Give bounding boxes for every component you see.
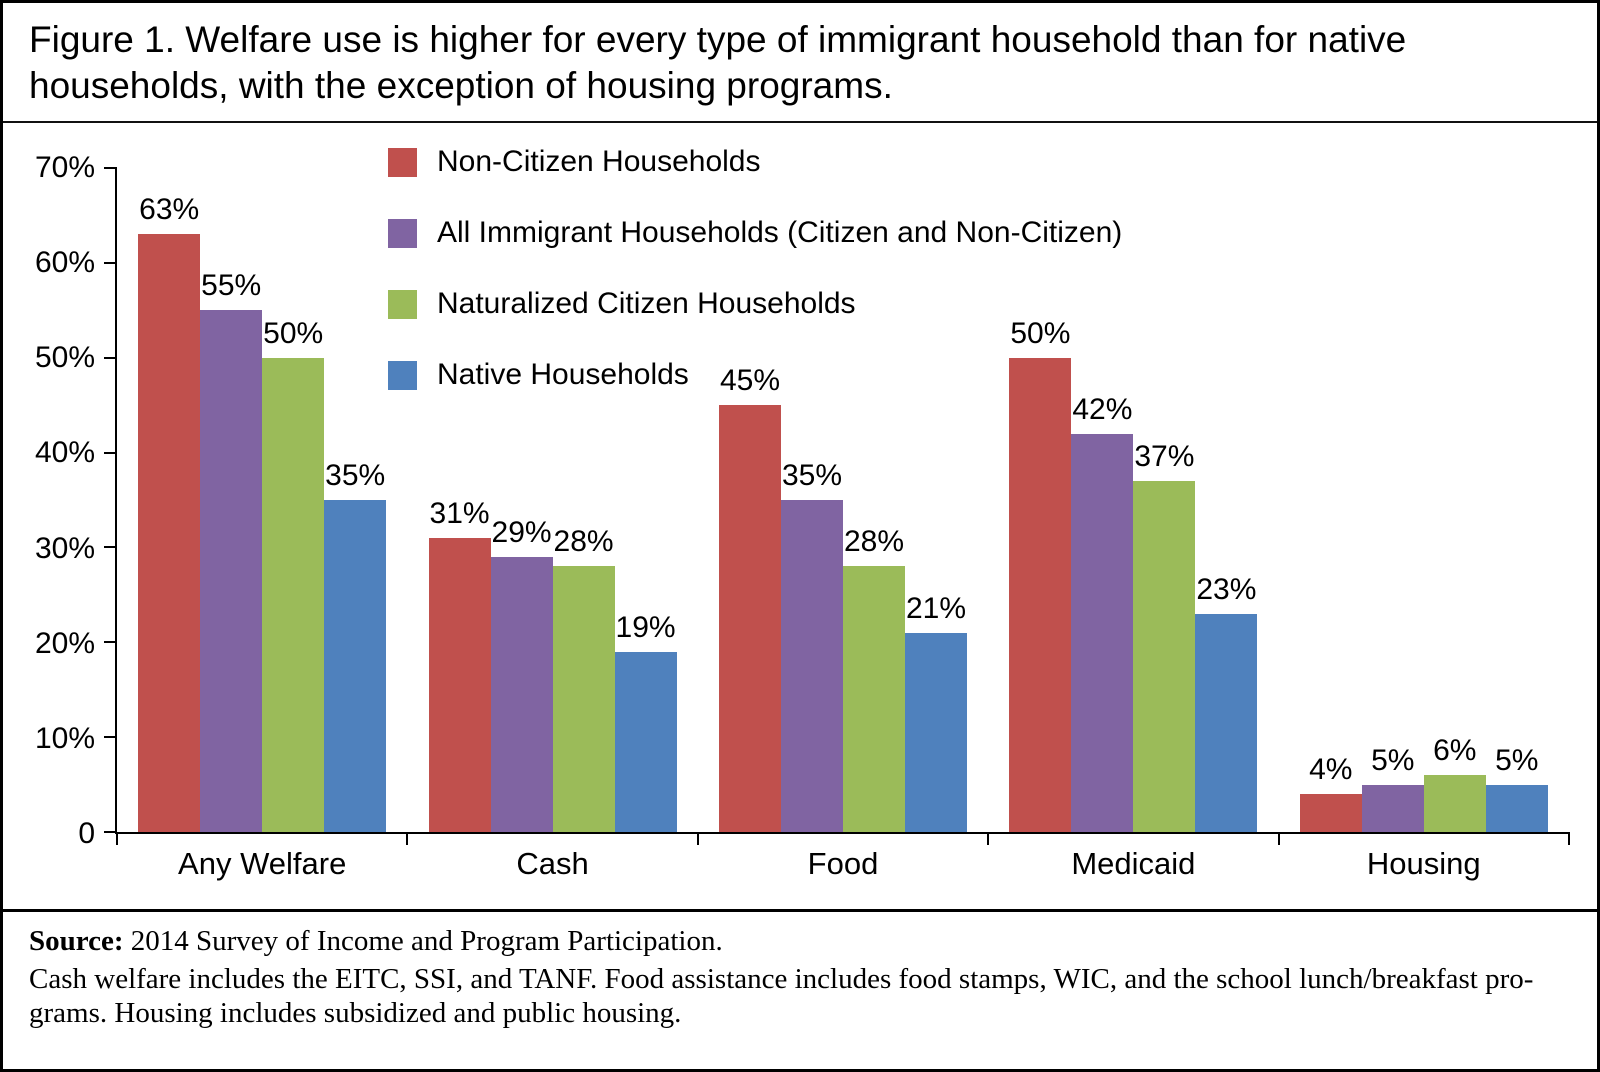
legend-item: Naturalized Citizen Households [388, 287, 1122, 321]
bar: 28% [842, 525, 905, 832]
y-tick-mark [104, 167, 117, 169]
bar: 55% [200, 269, 263, 832]
bar: 28% [552, 525, 615, 832]
note-line-2: grams. Housing includes subsidized and p… [29, 997, 682, 1030]
bar-value-label: 35% [325, 459, 386, 492]
bar-value-label: 42% [1072, 392, 1133, 426]
bar: 37% [1133, 440, 1196, 832]
bar-value-label: 63% [139, 193, 200, 227]
x-category-label: Any Welfare [178, 846, 347, 881]
bar: 5% [1361, 744, 1424, 832]
y-axis: 0 10% 20% 30% 40% 50% 60% 70% [3, 151, 103, 850]
bar-value-label: 50% [1010, 316, 1071, 350]
legend: Non-Citizen Households All Immigrant Hous… [388, 145, 1122, 429]
bar-group-cash: 31% 29% 28% 19% [407, 168, 697, 832]
legend-label: All Immigrant Households (Citizen and No… [437, 216, 1123, 249]
y-tick-label: 70% [34, 151, 95, 184]
y-tick-mark [104, 356, 117, 359]
x-tick-mark [116, 832, 118, 845]
bar-value-label: 28% [843, 525, 905, 559]
x-tick-mark [1568, 832, 1570, 845]
bar-value-label: 35% [781, 459, 843, 492]
bar: 35% [780, 459, 843, 832]
bar: 6% [1423, 734, 1486, 832]
legend-item: Native Households [388, 358, 1122, 392]
x-category-label: Cash [516, 846, 589, 881]
bar: 35% [324, 459, 387, 832]
bar-group-any-welfare: 63% 55% 50% 35% [117, 168, 407, 832]
x-tick-mark [987, 832, 990, 845]
bar-value-label: 6% [1433, 734, 1477, 768]
bar-group-food: 45% 35% 28% 21% [698, 168, 988, 832]
bar-value-label: 37% [1134, 440, 1195, 474]
y-tick-label: 60% [34, 246, 95, 280]
bar-value-label: 29% [491, 515, 552, 549]
y-tick-mark [104, 261, 117, 264]
y-tick-label: 20% [34, 626, 95, 660]
legend-label: Native Households [437, 358, 689, 391]
x-category-label: Medicaid [1071, 846, 1196, 881]
x-tick-mark [696, 832, 699, 845]
bar: 4% [1299, 753, 1362, 832]
bar: 45% [718, 364, 781, 832]
y-tick-mark [104, 546, 117, 549]
bar: 63% [138, 193, 201, 832]
bar-value-label: 5% [1371, 743, 1415, 777]
bar: 31% [428, 497, 491, 832]
bar: 50% [262, 317, 325, 832]
bar-value-label: 23% [1196, 572, 1257, 606]
y-tick-mark [104, 641, 117, 644]
y-tick-label: 30% [34, 531, 95, 565]
bar-group-medicaid: 50% 42% 37% 23% [988, 168, 1278, 832]
bar-group-housing: 4% 5% 6% 5% [1279, 168, 1569, 832]
bar: 19% [614, 611, 677, 832]
bar-value-label: 28% [553, 525, 614, 559]
chart-region: 0 10% 20% 30% 40% 50% 60% 70% 63% 55% 50% 35% Any W… [3, 123, 1597, 909]
note-line-1: Cash welfare includes the EITC, SSI, and… [29, 963, 1534, 996]
bar-value-label: 50% [263, 316, 324, 350]
x-category-label: Food [807, 846, 879, 881]
x-category-label: Housing [1366, 846, 1481, 881]
source-label: Source: [29, 925, 124, 957]
x-tick-mark [1277, 832, 1280, 845]
legend-swatch [388, 360, 417, 390]
bar-value-label: 5% [1495, 743, 1539, 777]
bar: 42% [1071, 393, 1134, 832]
legend-label: Naturalized Citizen Households [437, 287, 856, 320]
y-tick-mark [104, 831, 117, 833]
y-tick-label: 50% [34, 341, 95, 375]
legend-item: Non-Citizen Households [388, 145, 1122, 179]
bar-value-label: 19% [615, 610, 676, 644]
bar-value-label: 4% [1309, 753, 1353, 787]
legend-item: All Immigrant Households (Citizen and No… [388, 216, 1122, 250]
bar-value-label: 31% [429, 496, 490, 530]
y-tick-label: 0 [78, 817, 95, 850]
footer-notes: Source: 2014 Survey of Income and Progra… [3, 909, 1597, 1041]
bar: 23% [1195, 573, 1258, 832]
y-tick-label: 10% [34, 721, 95, 755]
source-text: 2014 Survey of Income and Program Partic… [123, 925, 723, 957]
bar: 29% [490, 516, 553, 832]
y-tick-mark [104, 451, 117, 454]
bar-value-label: 21% [905, 591, 967, 625]
x-tick-mark [406, 832, 409, 845]
bar: 50% [1009, 317, 1072, 832]
plot-area: 63% 55% 50% 35% Any Welfare 31% 29% 28% 19% Cash 4… [104, 167, 1570, 881]
legend-label: Non-Citizen Households [437, 145, 761, 178]
figure-title: Figure 1. Welfare use is higher for ever… [3, 3, 1597, 123]
y-tick-mark [104, 736, 117, 739]
bar: 21% [904, 592, 967, 832]
y-tick-label: 40% [34, 436, 95, 470]
legend-swatch [388, 289, 417, 319]
legend-swatch [388, 218, 417, 248]
bar-value-label: 45% [719, 364, 781, 398]
source-line: Source: 2014 Survey of Income and Progra… [29, 924, 1571, 958]
legend-swatch [388, 147, 417, 177]
bar: 5% [1485, 744, 1548, 832]
bar-value-label: 55% [201, 269, 262, 303]
